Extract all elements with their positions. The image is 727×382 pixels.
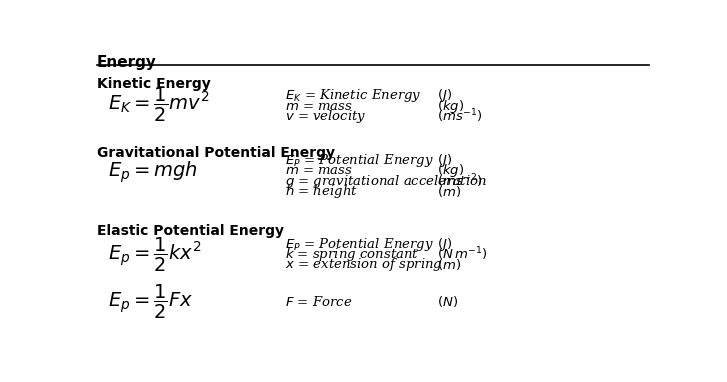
Text: $h$ = height: $h$ = height xyxy=(285,183,358,200)
Text: $(N\,m^{-1})$: $(N\,m^{-1})$ xyxy=(438,246,488,264)
Text: $E_{p} = mgh$: $E_{p} = mgh$ xyxy=(108,160,198,185)
Text: $m$ = mass: $m$ = mass xyxy=(285,164,353,177)
Text: Kinetic Energy: Kinetic Energy xyxy=(97,77,210,91)
Text: $F$ = Force: $F$ = Force xyxy=(285,295,353,309)
Text: $v$ = velocity: $v$ = velocity xyxy=(285,108,367,125)
Text: Gravitational Potential Energy: Gravitational Potential Energy xyxy=(97,146,334,160)
Text: $(J)$: $(J)$ xyxy=(438,152,452,169)
Text: $g$ = gravitational acceleration: $g$ = gravitational acceleration xyxy=(285,173,487,189)
Text: $E_{K} = \dfrac{1}{2}mv^{2}$: $E_{K} = \dfrac{1}{2}mv^{2}$ xyxy=(108,86,209,124)
Text: $(m)$: $(m)$ xyxy=(438,184,462,199)
Text: $(ms^{-1})$: $(ms^{-1})$ xyxy=(438,108,483,125)
Text: $m$ = mass: $m$ = mass xyxy=(285,100,353,113)
Text: $(J)$: $(J)$ xyxy=(438,236,452,253)
Text: $E_{K}$ = Kinetic Energy: $E_{K}$ = Kinetic Energy xyxy=(285,87,422,104)
Text: $E_{p} = \dfrac{1}{2}kx^{2}$: $E_{p} = \dfrac{1}{2}kx^{2}$ xyxy=(108,236,201,274)
Text: $(kg)$: $(kg)$ xyxy=(438,98,465,115)
Text: $E_{p} = \dfrac{1}{2}Fx$: $E_{p} = \dfrac{1}{2}Fx$ xyxy=(108,283,193,321)
Text: $x$ = extension of spring: $x$ = extension of spring xyxy=(285,256,443,274)
Text: $(kg)$: $(kg)$ xyxy=(438,162,465,180)
Text: $E_{P}$ = Potential Energy: $E_{P}$ = Potential Energy xyxy=(285,236,434,253)
Text: $(J)$: $(J)$ xyxy=(438,87,452,104)
Text: Energy: Energy xyxy=(97,55,156,70)
Text: $E_{P}$ = Potential Energy: $E_{P}$ = Potential Energy xyxy=(285,152,434,169)
Text: Elastic Potential Energy: Elastic Potential Energy xyxy=(97,224,284,238)
Text: $k$ = spring constant: $k$ = spring constant xyxy=(285,246,419,263)
Text: $(m)$: $(m)$ xyxy=(438,257,462,272)
Text: $(ms^{-2})$: $(ms^{-2})$ xyxy=(438,172,483,190)
Text: $(N)$: $(N)$ xyxy=(438,294,459,309)
